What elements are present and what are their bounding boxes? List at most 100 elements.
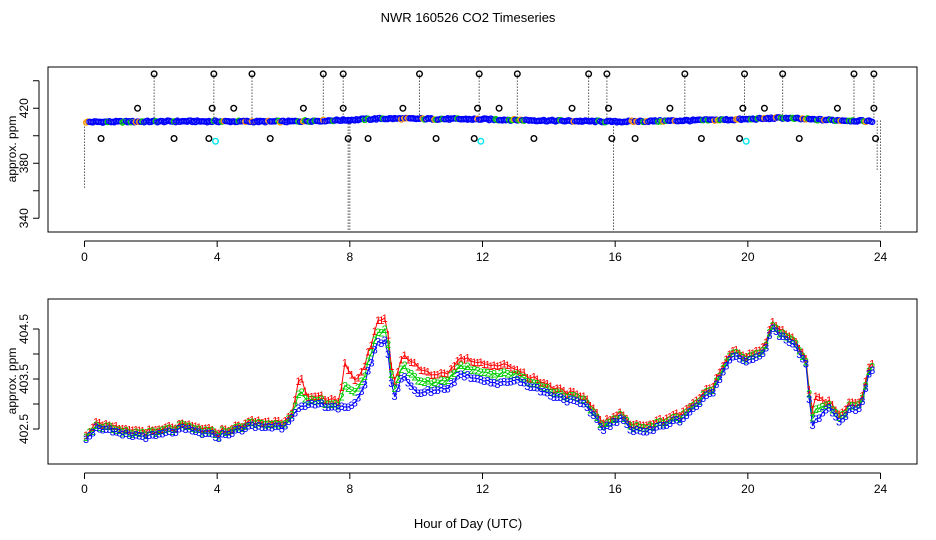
series-3-marker: 3	[448, 378, 454, 390]
series-3-marker: 3	[173, 427, 179, 439]
series-2-marker: 2	[136, 428, 142, 440]
series-1-marker: 1	[760, 341, 766, 353]
low-outlier-point	[608, 134, 616, 142]
series-3-marker: 3	[106, 424, 112, 436]
mid-outlier-point	[833, 104, 841, 112]
series-3-marker: 3	[637, 426, 643, 438]
series-1-marker: 1	[574, 389, 580, 401]
series-3-marker: 3	[385, 349, 391, 361]
series-2-marker: 2	[216, 431, 222, 443]
series-3-marker: 3	[196, 427, 202, 439]
series-1-marker: 1	[683, 404, 689, 416]
series-3-marker: 3	[501, 377, 507, 389]
series-3-marker: 3	[557, 392, 563, 404]
series-1-marker: 1	[126, 425, 132, 437]
series-3-marker: 3	[780, 331, 786, 343]
series-3-marker: 3	[212, 432, 218, 444]
series-2-marker: 2	[153, 428, 159, 440]
series-1-marker: 1	[411, 358, 417, 370]
series-2-marker: 2	[189, 423, 195, 435]
series-1-marker: 1	[173, 423, 179, 435]
series-3-marker: 3	[388, 378, 394, 390]
series-2-marker: 2	[461, 364, 467, 376]
series-3-marker: 3	[770, 323, 776, 335]
series-1-marker: 1	[554, 383, 560, 395]
series-2-marker: 2	[610, 414, 616, 426]
bottom-y-tick-label: 403.5	[17, 364, 31, 394]
series-3-marker: 3	[96, 423, 102, 435]
series-1-marker: 1	[372, 326, 378, 338]
series-1-marker: 1	[90, 422, 96, 434]
series-1-marker: 1	[382, 313, 388, 325]
bottom-x-tick-label: 24	[874, 482, 888, 496]
series-1-marker: 1	[863, 376, 869, 388]
series-2-marker: 2	[312, 396, 318, 408]
series-3-marker: 3	[481, 376, 487, 388]
series-3-marker: 3	[372, 345, 378, 357]
series-1-marker: 1	[465, 353, 471, 365]
series-1-marker: 1	[139, 425, 145, 437]
mid-outlier-point	[230, 104, 238, 112]
series-1-marker: 1	[567, 386, 573, 398]
series-3-marker: 3	[617, 413, 623, 425]
low-outlier-point	[266, 134, 274, 142]
series-3-marker: 3	[737, 354, 743, 366]
series-3-marker: 3	[587, 408, 593, 420]
series-2-marker: 2	[139, 428, 145, 440]
series-3-marker: 3	[411, 385, 417, 397]
series-1-marker: 1	[196, 422, 202, 434]
series-2-marker: 2	[325, 399, 331, 411]
series-1-marker: 1	[421, 366, 427, 378]
series-1-marker: 1	[279, 418, 285, 430]
series-3-marker: 3	[634, 425, 640, 437]
series-2-marker: 2	[355, 382, 361, 394]
series-2-marker: 2	[710, 385, 716, 397]
series-2-marker: 2	[83, 432, 89, 444]
low-outlier-point	[97, 134, 105, 142]
series-1-marker: 1	[673, 408, 679, 420]
series-3-marker: 3	[816, 413, 822, 425]
series-3-marker: 3	[581, 399, 587, 411]
series-1-marker: 1	[587, 400, 593, 412]
series-3-marker: 3	[189, 426, 195, 438]
series-1-marker: 1	[289, 408, 295, 420]
series-3-marker: 3	[614, 417, 620, 429]
top-x-tick-label: 12	[476, 250, 490, 264]
series-2-marker: 2	[269, 420, 275, 432]
series-2-marker: 2	[544, 383, 550, 395]
series-1-marker: 1	[319, 390, 325, 402]
series-1-marker: 1	[491, 360, 497, 372]
bottom-y-axis-label: approx. ppm	[5, 348, 19, 415]
series-3-marker: 3	[126, 430, 132, 442]
series-3-marker: 3	[793, 342, 799, 354]
series-1-marker: 1	[86, 427, 92, 439]
series-3-marker: 3	[664, 420, 670, 432]
series-1-marker: 1	[206, 422, 212, 434]
series-1-marker: 1	[770, 317, 776, 329]
series-3-marker: 3	[604, 420, 610, 432]
series-1-marker: 1	[275, 416, 281, 428]
series-1-marker: 1	[146, 424, 152, 436]
series-1-marker: 1	[458, 353, 464, 365]
series-1-marker: 1	[375, 315, 381, 327]
series-2-marker: 2	[176, 420, 182, 432]
series-1-marker: 1	[717, 367, 723, 379]
series-2-marker: 2	[159, 425, 165, 437]
series-1-marker: 1	[823, 398, 829, 410]
series-3-marker: 3	[130, 431, 136, 443]
series-2-marker: 2	[561, 391, 567, 403]
series-1-marker: 1	[474, 358, 480, 370]
series-1-marker: 1	[727, 349, 733, 361]
high-outlier-point	[475, 70, 483, 78]
series-1-marker: 1	[93, 417, 99, 429]
series-2-marker: 2	[766, 328, 772, 340]
series-1-marker: 1	[315, 391, 321, 403]
series-1-marker: 1	[627, 419, 633, 431]
series-1-marker: 1	[461, 355, 467, 367]
series-2-marker: 2	[746, 351, 752, 363]
series-2-marker: 2	[776, 328, 782, 340]
series-3-marker: 3	[667, 418, 673, 430]
series-2-marker: 2	[428, 379, 434, 391]
series-2-marker: 2	[753, 349, 759, 361]
series-3-marker: 3	[524, 381, 530, 393]
